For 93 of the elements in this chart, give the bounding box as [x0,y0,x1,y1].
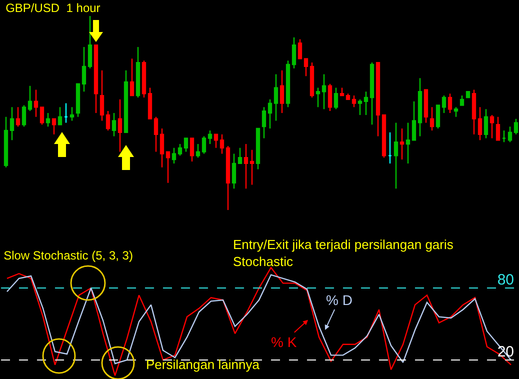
candlestick [52,118,56,135]
candlestick [100,70,104,122]
candlestick [316,87,320,108]
candlestick [448,93,452,114]
candlestick [166,151,170,184]
candlestick [268,98,272,130]
candlestick [418,77,422,137]
candlestick [502,130,506,143]
candlestick [478,106,482,141]
candlestick [346,93,350,100]
candlestick [28,85,32,112]
candlestick [112,112,116,137]
candlestick [364,91,368,116]
candlestick [334,87,338,110]
y-tick-label: 80 [497,271,514,288]
candlestick [202,136,206,154]
candlestick [262,106,266,139]
candlestick [10,106,14,141]
candlestick [118,98,122,152]
candlestick [484,108,488,139]
candlestick [34,89,38,118]
candlestick [400,128,404,160]
candlestick [466,91,470,98]
candlestick [460,94,464,106]
candlestick [88,16,92,69]
candlestick [154,116,158,152]
candlestick [46,112,50,128]
candlestick [454,106,458,118]
candlestick [184,138,188,152]
candlestick [76,83,80,118]
candlestick [142,60,146,98]
candlestick [172,147,176,164]
candlestick [4,116,8,168]
candlestick [490,114,494,139]
candlestick [304,58,308,77]
candlestick [178,143,182,156]
candlestick [436,104,440,130]
candlestick [244,143,248,190]
candlestick [40,106,44,126]
candlestick [64,102,68,124]
candlestick [238,147,242,164]
chart-title: GBP/USD 1 hour [6,0,100,15]
annotation: Entry/Exit jika terjadi persilangan garis Stochastic [233,237,454,269]
candlestick [424,89,428,124]
candlestick [136,46,140,98]
candlestick [430,106,434,132]
candlestick [514,118,518,135]
candlestick [472,89,476,135]
candlestick [58,106,62,126]
candlestick [382,114,386,158]
candlestick [406,122,410,164]
candlestick [274,74,278,122]
candlestick [226,145,230,210]
candlestick [256,128,260,170]
candlestick [394,122,398,190]
candlestick [508,126,512,143]
candlestick [232,153,236,190]
candlestick [376,62,380,137]
candlestick [358,98,362,116]
candlestick [370,62,374,126]
candlestick [352,94,356,108]
candlestick [496,116,500,141]
series-label: % D [326,292,352,308]
candlestick [292,36,296,69]
candlestick [16,106,20,128]
candlestick [214,134,218,149]
candlestick [160,128,164,168]
candlestick [310,62,314,98]
candlestick [130,58,134,96]
candlestick [82,46,86,92]
candlestick [22,104,26,128]
candlestick [208,130,212,145]
candlestick [280,70,284,114]
candlestick [106,110,110,132]
candlestick [328,83,332,112]
candlestick [70,106,74,122]
candlestick [94,44,98,114]
annotation: Persilangan lainnya [146,357,260,372]
candlestick [340,87,344,96]
candlestick [388,132,392,164]
candlestick [124,70,128,133]
candlestick [298,38,302,60]
legend-label: % K [271,334,298,350]
candlestick [196,143,200,158]
candlestick [190,138,194,162]
candlestick [286,60,290,108]
candlestick [442,94,446,114]
text: Slow Stochastic (5, 3, 3) [4,248,133,263]
candlestick [412,100,416,141]
candlestick [322,74,326,110]
candlestick [220,134,224,154]
candlestick [250,149,254,186]
candlestick [148,87,152,120]
